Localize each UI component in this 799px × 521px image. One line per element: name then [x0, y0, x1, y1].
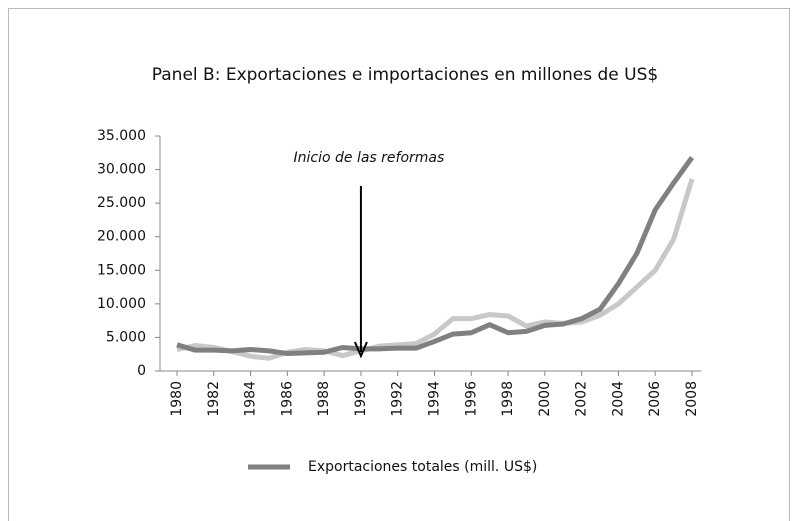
y-tick-label: 20.000: [97, 229, 146, 245]
annotation-arrowhead: [354, 341, 368, 359]
x-tick-label: 2000: [537, 381, 553, 417]
x-tick-label: 1994: [427, 381, 443, 417]
x-tick-label: 1996: [463, 381, 479, 417]
legend-label: Exportaciones totales (mill. US$): [308, 459, 537, 475]
series-line: [176, 178, 695, 361]
x-tick-label: 1980: [169, 381, 185, 417]
x-tick-label: 1988: [316, 381, 332, 417]
y-tick-label: 15.000: [97, 262, 146, 278]
annotation: Inicio de las reformas: [294, 150, 445, 166]
x-tick-label: 1992: [390, 381, 406, 417]
frame: [8, 8, 790, 521]
x-tick-label: 2004: [610, 381, 626, 417]
y-tick-label: 35.000: [97, 128, 146, 144]
x-tick-label: 2006: [647, 381, 663, 417]
x-tick-label: 1982: [206, 381, 222, 417]
x-tick-label: 1990: [353, 381, 369, 417]
x-tick-label: 1984: [243, 381, 259, 417]
x-tick-label: 1986: [279, 381, 295, 417]
y-tick-label: 30.000: [97, 162, 146, 178]
y-tick-label: 0: [137, 363, 146, 379]
chart-title: Panel B: Exportaciones e importaciones e…: [152, 65, 658, 85]
x-tick-label: 2008: [684, 381, 700, 417]
series-line: [176, 156, 695, 357]
y-tick-label: 10.000: [97, 296, 146, 312]
x-tick-label: 2002: [574, 381, 590, 417]
y-tick-label: 5.000: [106, 329, 146, 345]
x-tick-label: 1998: [500, 381, 516, 417]
y-tick-label: 25.000: [97, 195, 146, 211]
